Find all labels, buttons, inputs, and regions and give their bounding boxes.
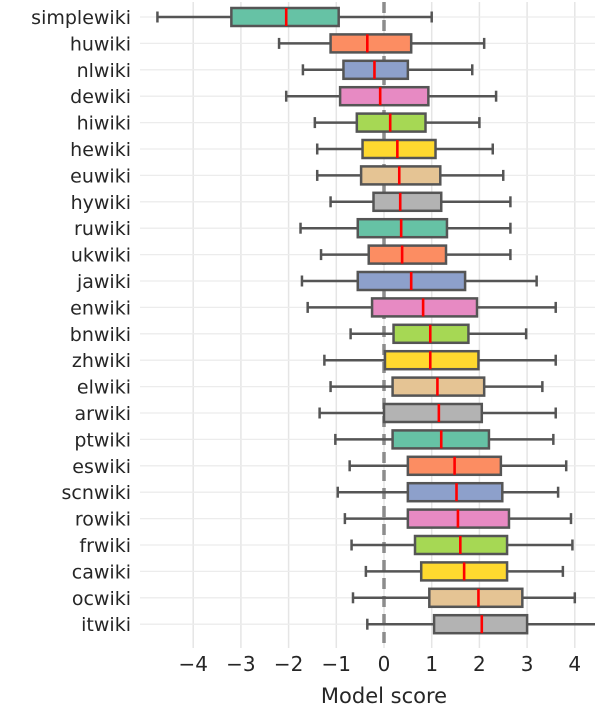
x-axis-label: Model score bbox=[321, 684, 447, 708]
box-series bbox=[156, 6, 595, 635]
iqr-box bbox=[367, 244, 448, 265]
iqr-box bbox=[383, 349, 480, 371]
category-label: nlwiki bbox=[77, 60, 131, 82]
box-ruwiki bbox=[299, 217, 512, 239]
category-label: dewiki bbox=[70, 86, 131, 108]
box-ukwiki bbox=[319, 244, 512, 265]
category-label: zhwiki bbox=[72, 350, 131, 372]
category-labels: simplewiki huwiki nlwiki dewiki hiwiki hewiki… bbox=[31, 7, 131, 636]
box-hiwiki bbox=[313, 112, 481, 133]
category-label: euwiki bbox=[70, 165, 131, 187]
box-arwiki bbox=[318, 402, 557, 424]
box-dewiki bbox=[284, 85, 498, 107]
iqr-box bbox=[428, 587, 524, 609]
x-tick-label: 2 bbox=[473, 652, 486, 676]
category-label: elwiki bbox=[77, 377, 131, 399]
category-label: hiwiki bbox=[77, 113, 131, 135]
category-label: frwiki bbox=[79, 535, 131, 557]
x-tick-label: 3 bbox=[521, 652, 534, 676]
category-label: arwiki bbox=[74, 403, 131, 425]
category-label: scnwiki bbox=[62, 482, 132, 504]
box-itwiki bbox=[366, 613, 595, 635]
category-label: bnwiki bbox=[70, 324, 131, 346]
category-label: huwiki bbox=[70, 33, 131, 55]
iqr-box bbox=[370, 297, 479, 318]
category-label: hewiki bbox=[70, 139, 131, 161]
box-scnwiki bbox=[336, 481, 560, 503]
box-ptwiki bbox=[334, 429, 555, 450]
category-label: rowiki bbox=[75, 509, 131, 531]
category-label: ukwiki bbox=[71, 245, 131, 267]
x-tick-label: −4 bbox=[178, 652, 207, 676]
category-label: hywiki bbox=[71, 192, 131, 214]
iqr-box bbox=[372, 191, 443, 213]
x-tick-labels: −4 −3 −2 −1 0 1 2 3 4 bbox=[178, 652, 581, 676]
x-tick-label: −1 bbox=[322, 652, 351, 676]
box-jawiki bbox=[300, 270, 538, 292]
category-label: ptwiki bbox=[74, 429, 131, 451]
category-label: enwiki bbox=[70, 297, 131, 319]
box-hewiki bbox=[315, 138, 495, 160]
box-simplewiki bbox=[156, 6, 433, 28]
category-label: ocwiki bbox=[72, 588, 131, 610]
box-enwiki bbox=[306, 297, 557, 318]
iqr-box bbox=[382, 402, 484, 424]
category-label: simplewiki bbox=[31, 7, 131, 29]
x-tick-label: 0 bbox=[378, 652, 391, 676]
box-ocwiki bbox=[351, 587, 577, 609]
box-hywiki bbox=[329, 191, 512, 213]
box-euwiki bbox=[315, 165, 505, 186]
box-elwiki bbox=[329, 376, 544, 397]
category-label: cawiki bbox=[72, 561, 131, 583]
box-huwiki bbox=[277, 33, 486, 54]
iqr-box bbox=[359, 165, 442, 186]
category-label: eswiki bbox=[72, 456, 131, 478]
box-bnwiki bbox=[349, 323, 528, 345]
x-tick-label: −2 bbox=[274, 652, 303, 676]
category-label: jawiki bbox=[76, 271, 131, 293]
box-zhwiki bbox=[323, 349, 557, 371]
iqr-box bbox=[329, 33, 413, 54]
iqr-box bbox=[406, 481, 504, 503]
x-tick-label: 1 bbox=[425, 652, 438, 676]
box-rowiki bbox=[343, 508, 573, 529]
x-tick-label: 4 bbox=[568, 652, 581, 676]
box-frwiki bbox=[350, 534, 574, 556]
box-cawiki bbox=[364, 561, 565, 582]
category-label: ruwiki bbox=[74, 218, 131, 240]
iqr-box bbox=[338, 85, 430, 107]
category-label: itwiki bbox=[81, 614, 131, 636]
iqr-box bbox=[361, 138, 437, 160]
x-tick-label: −3 bbox=[226, 652, 255, 676]
box-nlwiki bbox=[301, 59, 474, 81]
box-eswiki bbox=[348, 455, 568, 477]
